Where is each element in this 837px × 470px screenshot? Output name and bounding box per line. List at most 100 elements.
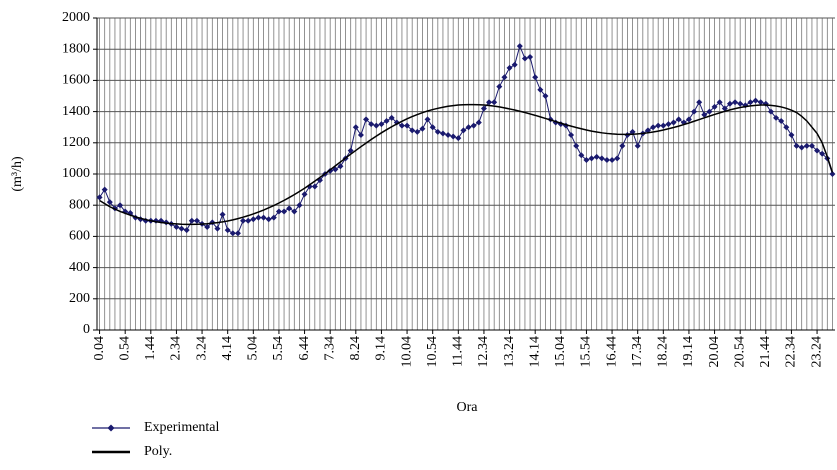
data-point (439, 130, 446, 137)
data-point (117, 202, 124, 209)
data-point (634, 142, 641, 149)
data-point (188, 217, 195, 224)
x-tick-label: 17.34 (630, 336, 645, 368)
data-point (178, 225, 185, 232)
y-tick-label: 1000 (62, 166, 90, 181)
x-tick-label: 4.14 (220, 336, 235, 361)
data-point (516, 43, 523, 50)
x-tick-label: 12.34 (476, 336, 491, 368)
data-point (783, 124, 790, 131)
data-point (450, 133, 457, 140)
data-point (603, 156, 610, 163)
x-tick-label: 19.14 (681, 336, 696, 368)
data-point (521, 55, 528, 62)
data-point (286, 205, 293, 212)
x-tick-label: 2.34 (169, 336, 184, 361)
data-point (808, 142, 815, 149)
data-point (788, 132, 795, 138)
data-point (204, 224, 211, 231)
data-point (532, 74, 539, 81)
data-point (214, 225, 221, 232)
data-point (270, 214, 277, 221)
data-point (747, 99, 754, 106)
y-tick-label: 600 (69, 229, 90, 244)
y-tick-label: 1200 (62, 135, 90, 150)
data-point (701, 111, 708, 118)
data-point (101, 186, 108, 193)
x-tick-label: 20.54 (732, 336, 747, 368)
data-point (778, 117, 785, 124)
data-point (429, 124, 436, 131)
data-point (409, 127, 416, 134)
data-point (470, 122, 477, 129)
data-point (419, 125, 426, 132)
data-point (665, 121, 672, 128)
data-point (173, 224, 180, 231)
data-point (475, 119, 482, 126)
data-point (798, 144, 805, 151)
y-tick-label: 400 (69, 260, 90, 275)
x-tick-label: 13.24 (502, 336, 517, 368)
data-point (819, 150, 826, 157)
y-tick-label: 1400 (62, 104, 90, 119)
data-point (609, 156, 616, 163)
x-tick-label: 10.04 (399, 336, 414, 368)
data-point (357, 132, 364, 138)
x-tick-label: 0.54 (117, 336, 132, 361)
x-tick-label: 15.04 (553, 336, 568, 368)
data-point (501, 74, 508, 81)
y-axis-label: (m³/h) (10, 156, 25, 192)
data-point (224, 227, 231, 234)
data-point (588, 155, 595, 162)
data-point (793, 142, 800, 149)
x-axis-label: Ora (457, 400, 479, 415)
x-tick-label: 9.14 (374, 336, 389, 361)
y-tick-label: 1800 (62, 41, 90, 56)
x-tick-label: 16.44 (604, 336, 619, 368)
x-tick-label: 14.14 (527, 336, 542, 368)
data-point (183, 227, 190, 234)
data-point (752, 97, 759, 104)
data-point (388, 114, 395, 121)
data-point (644, 127, 651, 134)
data-point (675, 116, 682, 123)
data-point (691, 108, 698, 115)
data-point (721, 105, 728, 112)
data-point (542, 93, 549, 99)
x-tick-label: 0.04 (92, 336, 107, 361)
data-point (96, 194, 103, 201)
data-point (511, 61, 518, 68)
data-point (732, 99, 739, 106)
x-tick-label: 5.04 (246, 336, 261, 361)
data-point (281, 208, 288, 215)
data-point (670, 119, 677, 126)
data-point (527, 54, 534, 60)
x-tick-label: 3.24 (194, 336, 209, 361)
y-tick-label: 0 (83, 322, 90, 337)
data-point (711, 103, 718, 110)
data-point (414, 128, 421, 135)
data-point (655, 122, 662, 129)
data-point (803, 142, 810, 149)
data-point (465, 124, 472, 131)
x-tick-label: 15.54 (579, 336, 594, 368)
data-point (619, 142, 626, 149)
x-tick-label: 11.44 (451, 336, 466, 367)
y-tick-label: 800 (69, 197, 90, 212)
data-point (767, 108, 774, 115)
x-tick-label: 21.44 (758, 336, 773, 368)
data-point (234, 230, 241, 237)
data-point (424, 116, 431, 123)
data-point (716, 99, 723, 106)
data-point (773, 114, 780, 121)
data-point (219, 211, 226, 218)
data-point (404, 122, 411, 129)
x-tick-label: 18.24 (656, 336, 671, 368)
data-point (363, 116, 370, 123)
x-tick-label: 23.24 (809, 336, 824, 368)
data-point (240, 217, 247, 224)
data-point (578, 152, 585, 159)
y-tick-label: 1600 (62, 73, 90, 88)
x-tick-label: 6.44 (297, 336, 312, 361)
